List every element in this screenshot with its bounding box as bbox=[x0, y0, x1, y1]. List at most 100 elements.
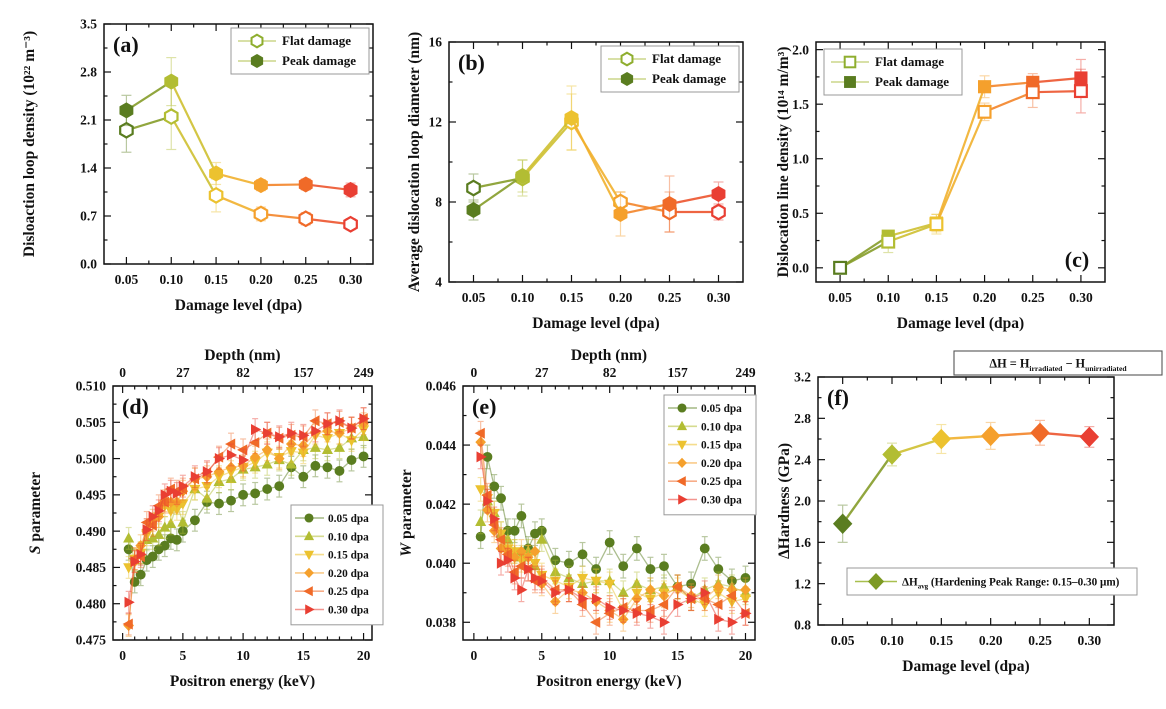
svg-text:82: 82 bbox=[236, 365, 250, 380]
svg-text:0.10 dpa: 0.10 dpa bbox=[328, 531, 369, 543]
panel-e: 0 5 10 15 20 0.038 0.040 0.042 0.044 0.046 0 27 82 15… bbox=[389, 347, 778, 709]
svg-text:Damage level (dpa): Damage level (dpa) bbox=[175, 297, 302, 314]
svg-text:Flat damage: Flat damage bbox=[652, 51, 721, 66]
svg-text:3.5: 3.5 bbox=[80, 17, 97, 32]
svg-text:0.044: 0.044 bbox=[426, 438, 457, 453]
svg-text:(d): (d) bbox=[122, 394, 149, 419]
svg-text:0.038: 0.038 bbox=[426, 615, 457, 630]
svg-text:27: 27 bbox=[535, 365, 549, 380]
svg-text:0.05 dpa: 0.05 dpa bbox=[701, 403, 742, 415]
svg-text:0.20: 0.20 bbox=[609, 290, 633, 305]
svg-text:0.500: 0.500 bbox=[76, 451, 107, 466]
chart-c-line-density: 0.05 0.10 0.15 0.20 0.25 0.300.00.51.01.52.0D… bbox=[775, 41, 1106, 332]
svg-text:Disloaction loop density (10²²: Disloaction loop density (10²² m⁻³) bbox=[21, 31, 38, 257]
svg-text:ΔHardness (GPa): ΔHardness (GPa) bbox=[776, 443, 793, 559]
svg-text:0.10: 0.10 bbox=[511, 290, 535, 305]
svg-text:Average dislocation loop diame: Average dislocation loop diameter (nm) bbox=[406, 32, 423, 292]
svg-text:0.30: 0.30 bbox=[339, 272, 363, 287]
svg-text:0.510: 0.510 bbox=[76, 379, 107, 394]
chart-b-loop-diameter: 0.05 0.10 0.15 0.20 0.25 0.30 4 8 12 16 Damage lev… bbox=[406, 32, 744, 332]
svg-text:0.05: 0.05 bbox=[462, 290, 486, 305]
svg-text:Damage level (dpa): Damage level (dpa) bbox=[897, 315, 1024, 332]
svg-text:2.1: 2.1 bbox=[80, 113, 97, 128]
svg-text:Damage level (dpa): Damage level (dpa) bbox=[902, 658, 1029, 675]
svg-text:ΔH = Hirradiated − Hunirradiat: ΔH = Hirradiated − Hunirradiated bbox=[989, 357, 1127, 373]
svg-text:0.25: 0.25 bbox=[294, 272, 318, 287]
svg-text:27: 27 bbox=[176, 365, 190, 380]
svg-text:2.0: 2.0 bbox=[794, 494, 811, 509]
svg-text:0.15: 0.15 bbox=[560, 290, 584, 305]
svg-text:10: 10 bbox=[603, 648, 617, 663]
svg-text:0.05: 0.05 bbox=[831, 633, 855, 648]
svg-text:0.10: 0.10 bbox=[159, 272, 183, 287]
svg-text:W parameter: W parameter bbox=[398, 469, 415, 557]
svg-text:0.15: 0.15 bbox=[925, 290, 949, 305]
svg-text:(e): (e) bbox=[472, 394, 496, 419]
svg-text:0.30: 0.30 bbox=[1078, 633, 1102, 648]
svg-text:0.30: 0.30 bbox=[707, 290, 731, 305]
svg-text:S parameter: S parameter bbox=[27, 472, 44, 554]
svg-text:0.10 dpa: 0.10 dpa bbox=[701, 421, 742, 433]
panel-c: 0.05 0.10 0.15 0.20 0.25 0.30 0.0 0.5 1.0 1.5 2.0 D… bbox=[775, 18, 1166, 348]
panel-f: 0.05 0.10 0.15 0.20 0.25 0.30 0.8 1.2 1.6 2.0 2.4 2… bbox=[776, 348, 1166, 709]
svg-text:20: 20 bbox=[357, 648, 371, 663]
svg-text:0.046: 0.046 bbox=[426, 379, 457, 394]
chart-d-s-parameter: 0 5 10 15 20 0.475 0.480 0.485 0.490 0.495 0.500 0.… bbox=[27, 347, 384, 690]
svg-text:0.0: 0.0 bbox=[792, 261, 809, 276]
svg-text:1.4: 1.4 bbox=[80, 161, 97, 176]
svg-text:2.4: 2.4 bbox=[794, 452, 811, 467]
svg-text:Flat damage: Flat damage bbox=[282, 33, 351, 48]
svg-text:0.0: 0.0 bbox=[80, 257, 97, 272]
svg-text:0.30 dpa: 0.30 dpa bbox=[701, 495, 742, 507]
svg-text:0.495: 0.495 bbox=[76, 488, 107, 503]
svg-text:0.8: 0.8 bbox=[794, 618, 811, 633]
svg-text:Depth (nm): Depth (nm) bbox=[571, 347, 647, 364]
svg-text:0.042: 0.042 bbox=[426, 497, 457, 512]
svg-text:Positron energy (keV): Positron energy (keV) bbox=[170, 673, 315, 690]
svg-text:Depth (nm): Depth (nm) bbox=[204, 347, 280, 364]
svg-text:0.25: 0.25 bbox=[1028, 633, 1052, 648]
svg-text:ΔHavg (Hardening Peak Range: 0: ΔHavg (Hardening Peak Range: 0.15–0.30 μ… bbox=[902, 577, 1120, 591]
svg-text:2.8: 2.8 bbox=[80, 65, 97, 80]
svg-text:82: 82 bbox=[603, 365, 617, 380]
svg-text:12: 12 bbox=[429, 115, 443, 130]
svg-text:(b): (b) bbox=[458, 50, 485, 75]
chart-e-w-parameter: 0 5 10 15 20 0.038 0.040 0.042 0.044 0.046 0 27 82 15… bbox=[398, 347, 757, 690]
svg-text:Peak damage: Peak damage bbox=[875, 74, 949, 89]
svg-text:0.20: 0.20 bbox=[979, 633, 1003, 648]
svg-text:0: 0 bbox=[470, 648, 477, 663]
svg-text:0.15: 0.15 bbox=[204, 272, 228, 287]
svg-text:0.30: 0.30 bbox=[1069, 290, 1093, 305]
svg-text:Damage level (dpa): Damage level (dpa) bbox=[532, 315, 659, 332]
svg-text:15: 15 bbox=[671, 648, 685, 663]
svg-text:0.20 dpa: 0.20 dpa bbox=[328, 568, 369, 580]
svg-text:8: 8 bbox=[435, 195, 442, 210]
panel-a: 0.05 0.10 0.15 0.20 0.25 0.30 0.0 0.7 1.4 2.1 2.8 3… bbox=[0, 0, 389, 330]
svg-text:2.0: 2.0 bbox=[792, 42, 809, 57]
svg-text:3.2: 3.2 bbox=[794, 370, 811, 385]
svg-text:Dislocation line density (10¹⁴: Dislocation line density (10¹⁴ m/m³) bbox=[775, 47, 792, 278]
svg-text:2.8: 2.8 bbox=[794, 411, 811, 426]
svg-text:0.30 dpa: 0.30 dpa bbox=[328, 605, 369, 617]
svg-text:0.05 dpa: 0.05 dpa bbox=[328, 513, 369, 525]
svg-text:15: 15 bbox=[297, 648, 311, 663]
svg-text:1.6: 1.6 bbox=[794, 535, 811, 550]
svg-text:0.485: 0.485 bbox=[76, 560, 107, 575]
svg-text:0.040: 0.040 bbox=[426, 556, 457, 571]
svg-text:0.10: 0.10 bbox=[880, 633, 904, 648]
svg-text:0.20: 0.20 bbox=[249, 272, 273, 287]
panel-b: 0.05 0.10 0.15 0.20 0.25 0.30 4 8 12 16 Damage lev… bbox=[389, 18, 778, 348]
svg-text:0: 0 bbox=[119, 365, 126, 380]
svg-text:0.25 dpa: 0.25 dpa bbox=[701, 476, 742, 488]
svg-text:(c): (c) bbox=[1065, 247, 1089, 272]
svg-text:0.05: 0.05 bbox=[828, 290, 852, 305]
svg-text:0.25: 0.25 bbox=[1021, 290, 1045, 305]
svg-text:1.0: 1.0 bbox=[792, 151, 809, 166]
svg-text:Peak damage: Peak damage bbox=[282, 53, 356, 68]
svg-text:0: 0 bbox=[470, 365, 477, 380]
svg-text:0.20: 0.20 bbox=[973, 290, 997, 305]
svg-text:1.2: 1.2 bbox=[794, 576, 811, 591]
svg-text:(a): (a) bbox=[113, 32, 139, 57]
svg-text:0.475: 0.475 bbox=[76, 633, 107, 648]
